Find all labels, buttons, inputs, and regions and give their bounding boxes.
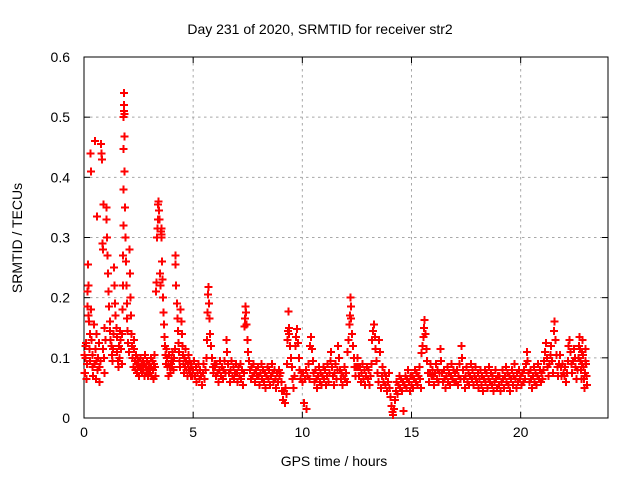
x-axis-label: GPS time / hours xyxy=(280,453,388,469)
data-points xyxy=(80,89,591,419)
x-tick-label: 20 xyxy=(513,424,529,440)
y-tick-label: 0.4 xyxy=(51,169,71,185)
x-tick-label: 5 xyxy=(189,424,197,440)
x-tick-label: 10 xyxy=(295,424,311,440)
chart-title: Day 231 of 2020, SRMTID for receiver str… xyxy=(187,21,453,37)
y-tick-label: 0.1 xyxy=(51,350,71,366)
y-tick-label: 0.3 xyxy=(51,230,71,246)
y-tick-label: 0.5 xyxy=(51,109,71,125)
y-tick-label: 0.6 xyxy=(51,49,71,65)
y-tick-label: 0 xyxy=(62,410,70,426)
x-tick-label: 15 xyxy=(404,424,420,440)
x-tick-label: 0 xyxy=(80,424,88,440)
y-tick-label: 0.2 xyxy=(51,290,71,306)
